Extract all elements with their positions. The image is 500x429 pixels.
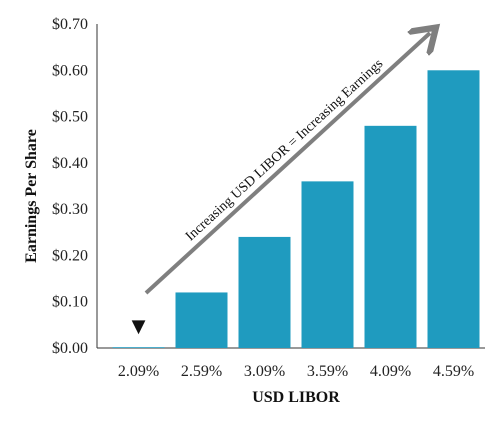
bar bbox=[364, 125, 417, 348]
x-tick-label: 2.09% bbox=[118, 363, 159, 380]
x-tick-label: 4.09% bbox=[370, 363, 411, 380]
y-tick-label: $0.30 bbox=[52, 201, 88, 218]
bars bbox=[112, 70, 480, 349]
y-tick-label: $0.50 bbox=[52, 109, 88, 126]
bar bbox=[175, 292, 228, 348]
bar bbox=[112, 347, 165, 348]
x-tick-labels: 2.09% 2.59% 3.09% 3.59% 4.09% 4.59% bbox=[118, 363, 474, 380]
y-tick-label: $0.10 bbox=[52, 294, 88, 311]
bar bbox=[301, 181, 354, 348]
bar bbox=[238, 236, 291, 348]
x-axis-title: USD LIBOR bbox=[252, 389, 340, 406]
x-tick-label: 3.59% bbox=[307, 363, 348, 380]
y-tick-label: $0.70 bbox=[52, 16, 88, 33]
y-tick-label: $0.60 bbox=[52, 62, 88, 79]
bar bbox=[427, 70, 480, 349]
trend-arrow bbox=[144, 33, 430, 295]
y-tick-label: $0.20 bbox=[52, 247, 88, 264]
y-tick-labels: $0.00 $0.10 $0.20 $0.30 $0.40 $0.50 $0.60 $0.70 bbox=[52, 16, 88, 357]
x-tick-label: 4.59% bbox=[433, 363, 474, 380]
y-tick-label: $0.00 bbox=[52, 340, 88, 357]
x-tick-label: 3.09% bbox=[244, 363, 285, 380]
y-axis-title: Earnings Per Share bbox=[23, 129, 40, 263]
annotation-text: Increasing USD LIBOR = Increasing Earnin… bbox=[183, 56, 386, 244]
x-tick-label: 2.59% bbox=[181, 363, 222, 380]
y-tick-label: $0.40 bbox=[52, 155, 88, 172]
down-triangle-marker: ▼ bbox=[132, 316, 146, 337]
